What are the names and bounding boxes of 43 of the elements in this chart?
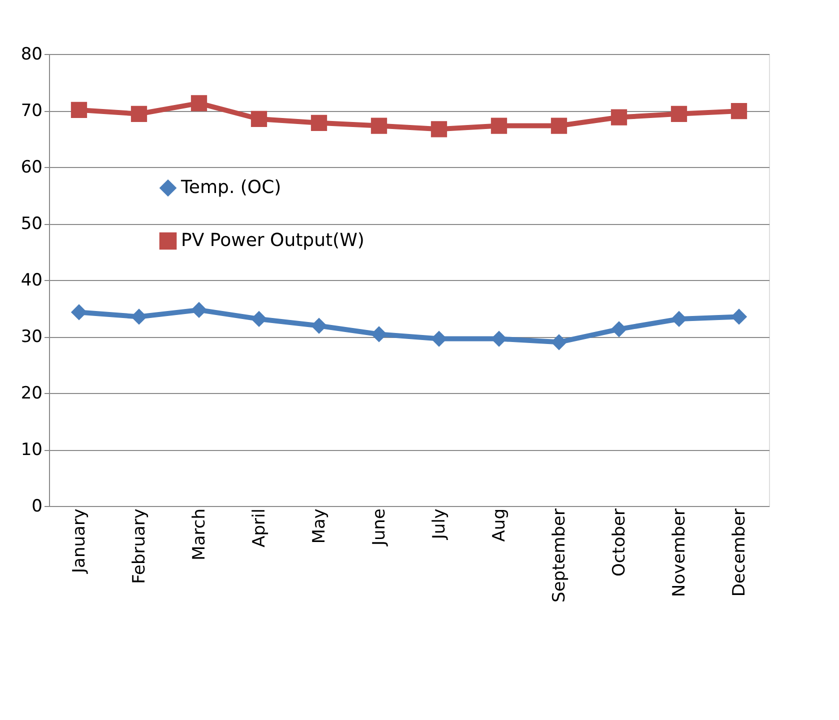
x-tick-label: July	[430, 508, 450, 540]
point	[730, 103, 748, 120]
y-tick-label: 50	[20, 214, 42, 234]
x-tick-label: December	[730, 508, 750, 597]
y-tick-label: 80	[20, 44, 42, 64]
point	[130, 308, 148, 325]
point	[370, 326, 388, 342]
y-tick-label: 20	[20, 384, 42, 404]
x-tick-label: March	[190, 508, 210, 560]
legend-label: PV Power Output(W)	[181, 230, 364, 251]
point	[670, 106, 688, 122]
y-tick-label: 40	[20, 270, 42, 290]
legend-label: Temp. (OC)	[180, 177, 282, 198]
point	[190, 302, 208, 318]
point	[310, 318, 328, 334]
x-tick-label: November	[670, 508, 690, 597]
x-tick-label: September	[550, 508, 570, 602]
point	[190, 95, 208, 112]
y-tick-label: 60	[20, 158, 42, 178]
x-tick-label: April	[250, 508, 270, 548]
y-tick-label: 70	[20, 101, 42, 121]
x-tick-label: January	[70, 508, 90, 574]
point	[550, 118, 568, 134]
y-tick-label: 10	[20, 440, 42, 460]
point	[490, 118, 508, 134]
point	[550, 334, 568, 350]
point	[250, 110, 268, 128]
point	[430, 121, 448, 138]
point	[370, 118, 388, 134]
x-tick-label: May	[310, 508, 330, 544]
point	[610, 321, 628, 338]
x-tick-label: June	[370, 508, 390, 547]
point	[310, 114, 328, 131]
x-tick-label: Aug	[490, 508, 510, 542]
y-tick-label: 0	[32, 496, 42, 516]
point	[250, 310, 268, 328]
x-tick-label: October	[610, 508, 630, 577]
y-tick-label: 30	[20, 327, 42, 347]
point	[70, 304, 88, 320]
x-tick-label: February	[130, 508, 150, 584]
point	[610, 109, 628, 126]
point	[70, 102, 88, 118]
point	[130, 106, 148, 122]
